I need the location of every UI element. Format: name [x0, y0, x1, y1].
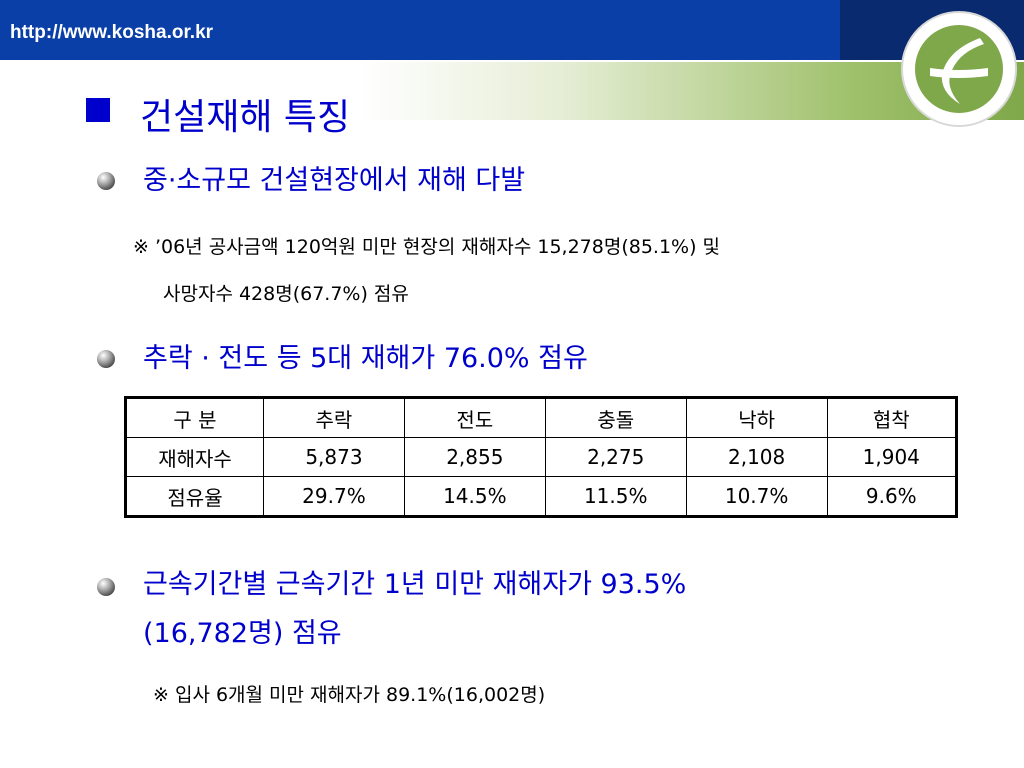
table-cell: 14.5% — [403, 476, 546, 517]
section-note-1-line-2: 사망자수 428명(67.7%) 점유 — [163, 283, 409, 305]
table-cell: 29.7% — [263, 476, 405, 517]
table-cell: 11.5% — [544, 476, 687, 517]
table-header-cell: 구 분 — [125, 397, 264, 438]
table-header-cell: 추락 — [263, 397, 405, 438]
kosha-logo-icon — [901, 11, 1017, 127]
table-cell: 2,108 — [685, 437, 828, 477]
section-note-3: ※ 입사 6개월 미만 재해자가 89.1%(16,002명) — [153, 684, 546, 706]
bullet-icon — [97, 578, 115, 596]
table-cell: 2,275 — [544, 437, 687, 477]
table-cell: 9.6% — [826, 476, 958, 517]
table-header-cell: 낙하 — [685, 397, 828, 438]
table-cell: 점유율 — [125, 476, 264, 517]
table-cell: 10.7% — [685, 476, 828, 517]
title-square-icon — [86, 98, 110, 122]
table-row: 재해자수 5,873 2,855 2,275 2,108 1,904 — [125, 437, 958, 477]
accident-type-table: 구 분 추락 전도 충돌 낙하 협착 재해자수 5,873 2,855 2,27… — [124, 396, 958, 518]
table-cell: 1,904 — [826, 437, 958, 477]
section-heading-3-line-1: 근속기간별 근속기간 1년 미만 재해자가 93.5% — [143, 569, 687, 600]
table-cell: 5,873 — [263, 437, 405, 477]
section-heading-2: 추락 · 전도 등 5대 재해가 76.0% 점유 — [143, 343, 588, 374]
section-note-1-line-1: ※ ’06년 공사금액 120억원 미만 현장의 재해자수 15,278명(85… — [133, 236, 721, 258]
table-cell: 재해자수 — [125, 437, 264, 477]
table-header-cell: 전도 — [403, 397, 546, 438]
section-heading-1: 중·소규모 건설현장에서 재해 다발 — [143, 165, 526, 196]
page-title: 건설재해 특징 — [140, 97, 351, 138]
table-cell: 2,855 — [403, 437, 546, 477]
table-header-cell: 협착 — [826, 397, 958, 438]
bullet-icon — [97, 350, 115, 368]
table-row: 점유율 29.7% 14.5% 11.5% 10.7% 9.6% — [125, 476, 958, 517]
site-url[interactable]: http://www.kosha.or.kr — [10, 22, 214, 43]
header-bar: http://www.kosha.or.kr — [0, 0, 840, 60]
table-header-row: 구 분 추락 전도 충돌 낙하 협착 — [125, 397, 958, 438]
bullet-icon — [97, 172, 115, 190]
section-heading-3-line-2: (16,782명) 점유 — [143, 618, 342, 649]
table-header-cell: 충돌 — [544, 397, 687, 438]
